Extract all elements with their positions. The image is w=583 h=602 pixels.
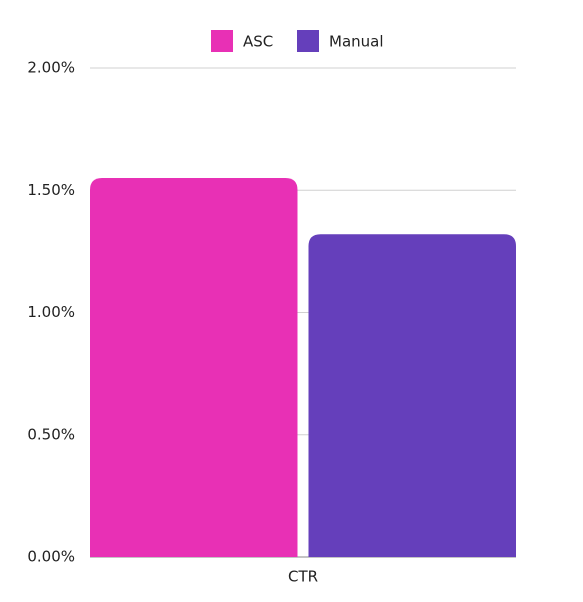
bar <box>308 234 516 557</box>
y-tick-label: 1.50% <box>27 181 75 199</box>
bar <box>90 178 298 557</box>
y-tick-label: 1.00% <box>27 303 75 321</box>
y-tick-label: 0.50% <box>27 425 75 443</box>
legend-swatch <box>211 30 233 52</box>
y-tick-label: 2.00% <box>27 59 75 77</box>
legend-swatch <box>297 30 319 52</box>
y-tick-label: 0.00% <box>27 548 75 566</box>
x-tick-label: CTR <box>288 568 318 586</box>
legend-label: ASC <box>243 33 273 51</box>
legend-label: Manual <box>329 33 384 51</box>
